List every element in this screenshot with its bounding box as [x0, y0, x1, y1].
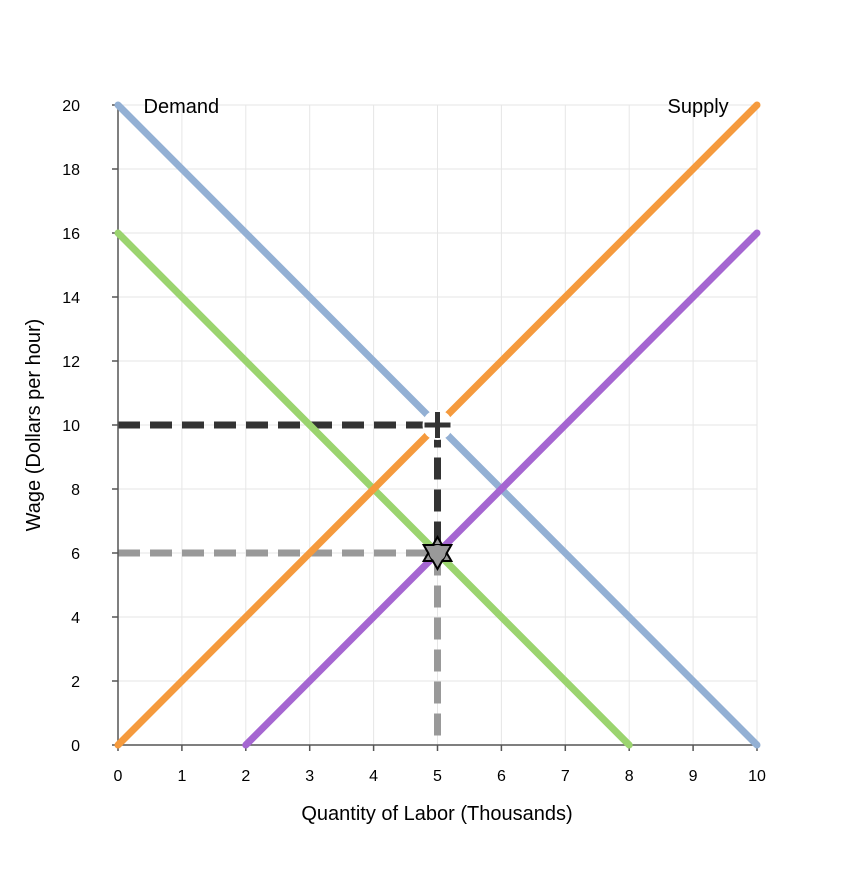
star-marker-center: [429, 545, 446, 561]
y-tick-label: 2: [71, 674, 80, 691]
y-tick-label: 12: [62, 354, 80, 371]
series-line: [242, 229, 761, 749]
y-tick-label: 20: [62, 98, 80, 115]
curve-label: Supply: [668, 96, 729, 118]
y-tick-label: 4: [71, 610, 80, 627]
y-tick-label: 18: [62, 162, 80, 179]
x-tick-label: 0: [114, 768, 123, 785]
curve-label: Demand: [144, 96, 220, 118]
y-tick-label: 10: [62, 418, 80, 435]
x-tick-label: 10: [748, 768, 766, 785]
y-axis-title: Wage (Dollars per hour): [23, 319, 45, 532]
reference-line: [118, 421, 441, 553]
y-tick-label: 6: [71, 546, 80, 563]
x-tick-label: 2: [241, 768, 250, 785]
y-tick-label: 16: [62, 226, 80, 243]
x-tick-label: 1: [177, 768, 186, 785]
x-tick-label: 5: [433, 768, 442, 785]
y-tick-label: 14: [62, 290, 80, 307]
x-axis-title: Quantity of Labor (Thousands): [301, 803, 572, 825]
markers: [421, 410, 454, 571]
x-tick-label: 3: [305, 768, 314, 785]
x-tick-label: 7: [561, 768, 570, 785]
reference-line: [118, 549, 441, 745]
y-tick-label: 0: [71, 738, 80, 755]
reference-lines: [118, 421, 441, 745]
x-tick-label: 9: [689, 768, 698, 785]
y-tick-label: 8: [71, 482, 80, 499]
x-tick-label: 4: [369, 768, 378, 785]
x-tick-label: 6: [497, 768, 506, 785]
x-tick-label: 8: [625, 768, 634, 785]
